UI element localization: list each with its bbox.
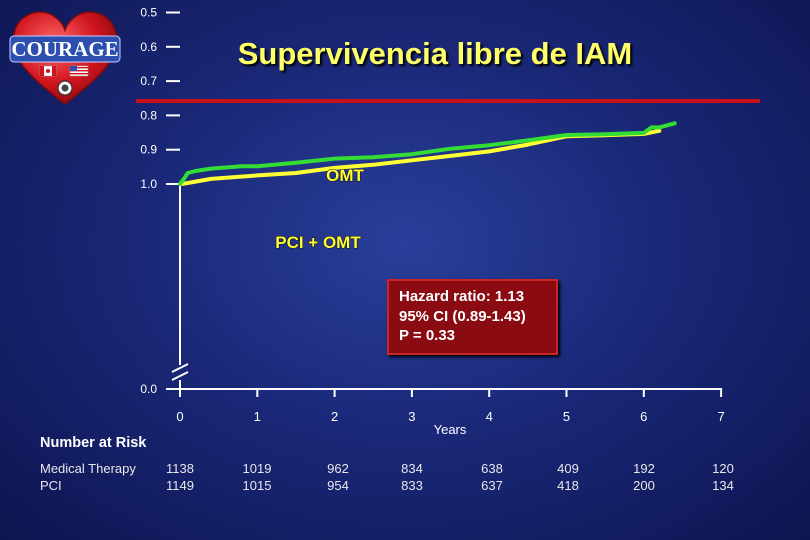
axis-break-mark xyxy=(171,371,189,381)
risk-value: 409 xyxy=(557,461,579,476)
risk-row-label: Medical Therapy xyxy=(40,461,136,476)
risk-value: 1015 xyxy=(242,478,272,493)
risk-value: 637 xyxy=(481,478,503,493)
risk-value: 962 xyxy=(327,461,349,476)
x-tick-label: 0 xyxy=(176,409,183,424)
omt-survival-line xyxy=(178,128,662,186)
y-tick-label: 0.0 xyxy=(140,382,157,396)
x-tick-label: 4 xyxy=(486,409,493,424)
x-tick-label: 3 xyxy=(408,409,415,424)
x-tick-label: 7 xyxy=(717,409,724,424)
confidence-interval-text: 95% CI (0.89-1.43) xyxy=(399,307,526,325)
risk-row-label: PCI xyxy=(40,478,62,493)
pci-series-label: PCI + OMT xyxy=(275,233,361,252)
risk-value: 833 xyxy=(401,478,423,493)
risk-value: 200 xyxy=(633,478,655,493)
x-tick-label: 2 xyxy=(331,409,338,424)
y-tick-label: 0.8 xyxy=(140,108,157,122)
x-tick-label: 1 xyxy=(254,409,261,424)
y-tick-label: 0.9 xyxy=(140,143,157,157)
risk-value: 954 xyxy=(327,478,349,493)
p-value-text: P = 0.33 xyxy=(399,327,456,344)
chart-axes xyxy=(171,184,723,390)
chart-series xyxy=(178,121,677,186)
risk-value: 1019 xyxy=(242,461,272,476)
chart-labels: 0.0 0.5 0.6 0.7 0.8 0.9 1.0 0 1 2 3 4 5 6 7 Years OMT PCI… xyxy=(140,6,724,438)
hazard-ratio-box: Hazard ratio: 1.13 95% CI (0.89-1.43) P … xyxy=(387,279,558,355)
y-tick-label: 0.6 xyxy=(140,40,157,54)
omt-series-label: OMT xyxy=(326,166,364,185)
logo-text: COURAGE xyxy=(11,37,118,61)
chart-ticks xyxy=(166,11,723,397)
risk-value: 120 xyxy=(712,461,734,476)
risk-value: 638 xyxy=(481,461,503,476)
y-tick-label: 1.0 xyxy=(140,177,157,191)
title-divider xyxy=(136,99,760,103)
x-tick-label: 6 xyxy=(640,409,647,424)
risk-row-medical: Medical Therapy 1138 1019 962 834 638 409 192 1… xyxy=(0,461,810,478)
slide-title: Supervivencia libre de IAM xyxy=(237,36,633,71)
risk-value: 1138 xyxy=(166,461,194,476)
y-tick-label: 0.5 xyxy=(140,6,157,20)
y-tick-label: 0.7 xyxy=(140,74,157,88)
risk-value: 834 xyxy=(401,461,423,476)
courage-logo: COURAGE xyxy=(9,11,121,105)
x-tick-label: 5 xyxy=(563,409,570,424)
axis-break-mark xyxy=(171,363,189,373)
risk-table-title: Number at Risk xyxy=(40,435,147,451)
x-axis-label: Years xyxy=(434,422,467,437)
risk-value: 134 xyxy=(712,478,734,493)
risk-value: 1149 xyxy=(166,478,194,493)
hazard-ratio-text: Hazard ratio: 1.13 xyxy=(399,288,525,305)
pci-survival-line xyxy=(178,121,677,186)
risk-value: 418 xyxy=(557,478,579,493)
risk-row-pci: PCI 1149 1015 954 833 637 418 200 134 xyxy=(0,478,810,495)
risk-value: 192 xyxy=(633,461,655,476)
